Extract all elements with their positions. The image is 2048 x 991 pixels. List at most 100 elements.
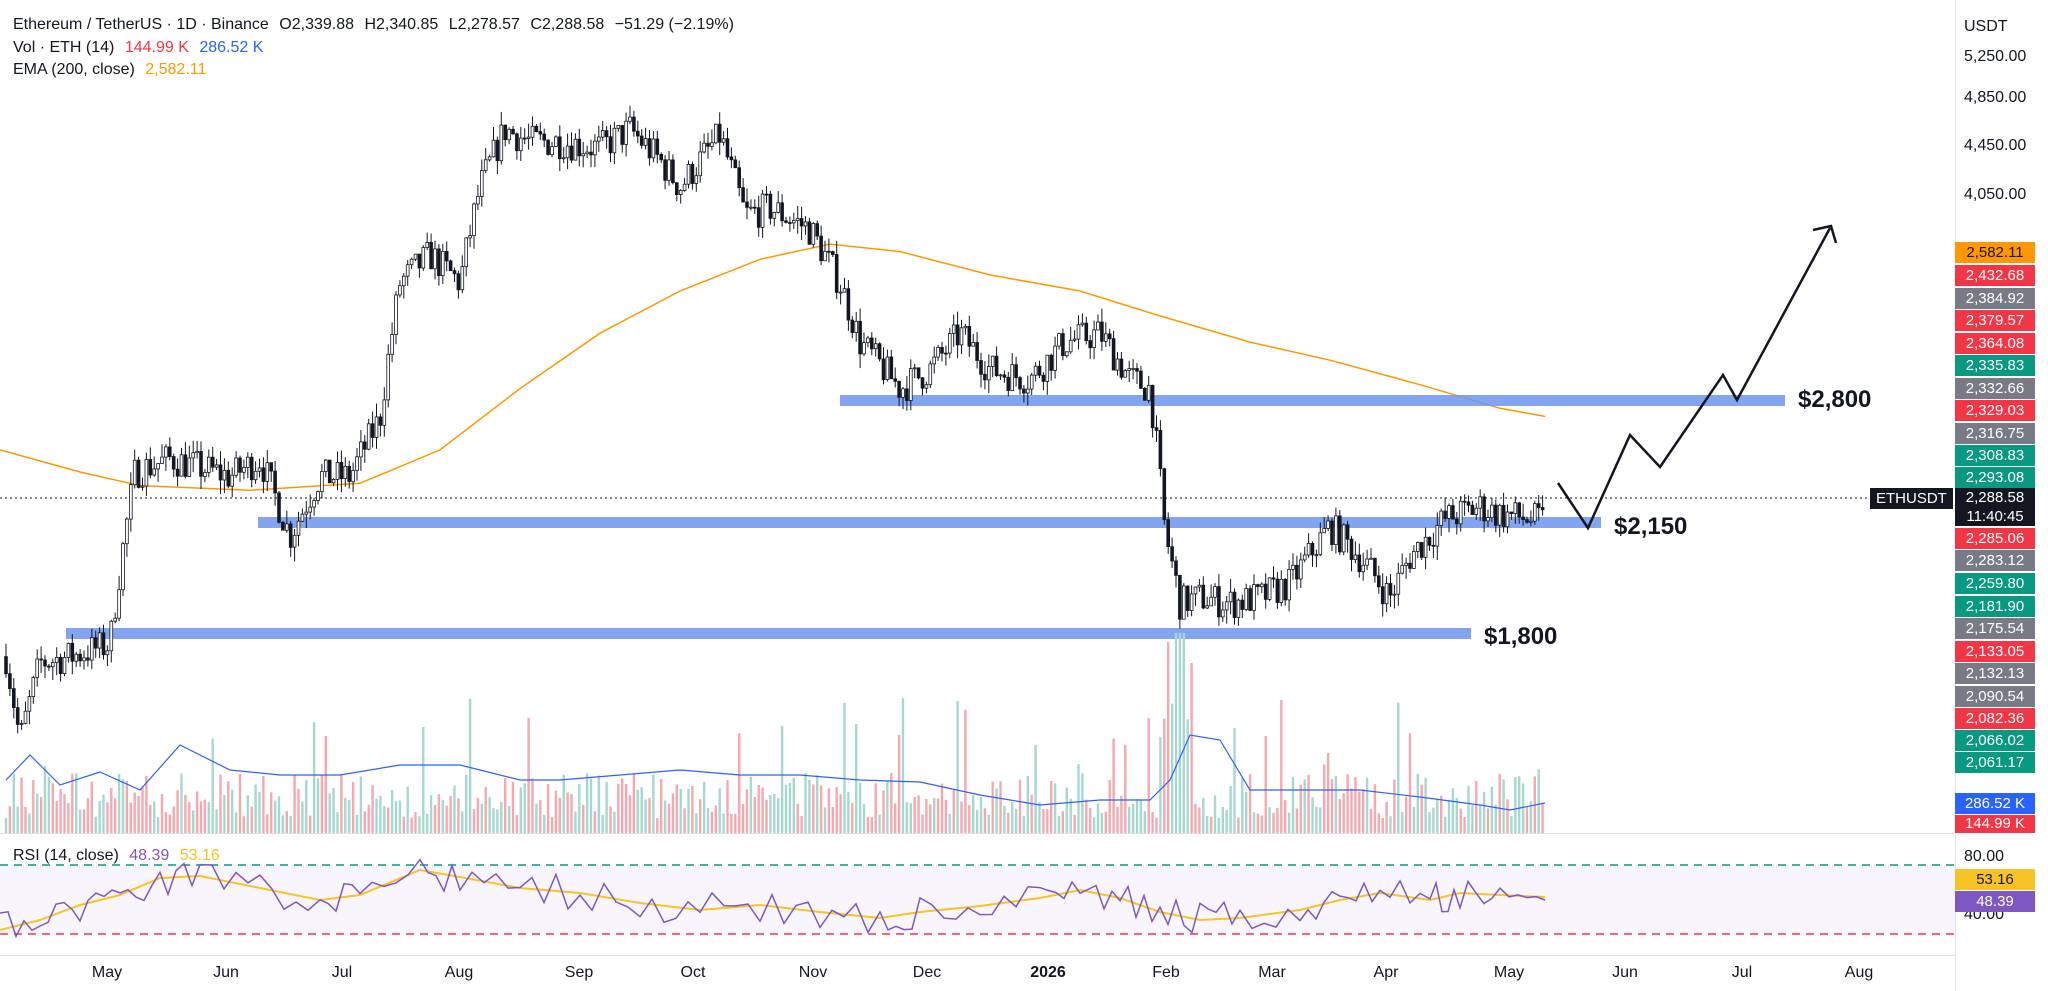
- volume-bar: [1467, 785, 1470, 833]
- price-tick: 4,050.00: [1964, 186, 2027, 203]
- volume-bar: [71, 773, 74, 833]
- volume-bar: [835, 787, 838, 833]
- candle: [1205, 605, 1210, 609]
- volume-bar: [121, 779, 125, 833]
- candle: [1349, 538, 1354, 560]
- candle: [74, 653, 79, 662]
- candle: [331, 478, 336, 484]
- candle: [612, 127, 617, 154]
- volume-bar: [1521, 783, 1525, 833]
- volume-value: 144.99 K: [124, 39, 189, 56]
- price-tick: 5,250.00: [1964, 48, 2027, 65]
- volume-bar: [1206, 816, 1209, 833]
- candle: [257, 467, 262, 472]
- volume-bar: [1077, 764, 1080, 833]
- candle: [803, 221, 808, 227]
- rsi-legend[interactable]: RSI (14, close) 48.39 53.16: [13, 847, 226, 865]
- volume-bar: [1124, 744, 1127, 833]
- candle: [753, 206, 757, 209]
- candle: [979, 360, 983, 375]
- month-tick: Nov: [798, 964, 828, 981]
- volume-bar: [1404, 796, 1408, 833]
- volume-bar: [1143, 811, 1146, 833]
- candle: [846, 288, 851, 321]
- volume-bar: [32, 780, 35, 833]
- volume-bar: [192, 810, 195, 833]
- candle: [452, 270, 457, 275]
- candle: [569, 145, 574, 161]
- candle: [522, 137, 527, 140]
- candle: [413, 253, 418, 260]
- candle: [1501, 504, 1506, 527]
- volume-bar: [1233, 728, 1236, 833]
- candle: [624, 120, 628, 145]
- candle: [1497, 504, 1502, 526]
- candle: [792, 219, 796, 224]
- candle: [113, 617, 118, 622]
- candle: [1248, 588, 1252, 611]
- volume-bar: [1498, 773, 1501, 833]
- volume-bar: [320, 774, 324, 833]
- candle: [1252, 584, 1256, 611]
- price-label: 2,259.80: [1955, 573, 2035, 594]
- volume-bar: [539, 800, 542, 833]
- candle: [546, 139, 550, 155]
- month-tick: Jun: [213, 964, 239, 981]
- axis-currency[interactable]: USDT: [1964, 18, 2008, 35]
- volume-bar: [254, 784, 257, 833]
- volume-bar: [1494, 804, 1497, 833]
- volume-bar: [465, 774, 468, 833]
- volume-bar: [422, 727, 425, 833]
- volume-bar: [878, 814, 881, 833]
- candle: [593, 140, 597, 156]
- ema-legend[interactable]: EMA (200, close) 2,582.11: [13, 61, 212, 79]
- volume-bar: [663, 800, 667, 833]
- symbol-title[interactable]: Ethereum / TetherUS · 1D · Binance: [13, 16, 269, 33]
- month-tick: 2026: [1030, 964, 1066, 981]
- candle: [608, 136, 613, 154]
- candle: [928, 363, 933, 386]
- candle: [370, 423, 375, 438]
- candle: [1088, 340, 1093, 349]
- volume-legend[interactable]: Vol · ETH (14) 144.99 K 286.52 K: [13, 39, 269, 57]
- volume-bar: [1128, 806, 1131, 833]
- volume-bar: [987, 814, 990, 833]
- volume-bar: [472, 809, 476, 833]
- zone-2800: [840, 395, 1785, 406]
- volume-bar: [975, 809, 979, 833]
- volume-bar: [355, 814, 359, 833]
- candle: [827, 250, 831, 253]
- candle: [1295, 564, 1299, 580]
- candle: [998, 374, 1003, 377]
- volume-bar: [1151, 812, 1154, 833]
- candle: [784, 220, 788, 223]
- candle: [1338, 515, 1342, 553]
- candle: [1540, 507, 1545, 511]
- candle: [206, 456, 211, 473]
- volume-bar: [1385, 801, 1388, 833]
- candle: [1310, 543, 1315, 556]
- candle: [35, 658, 39, 678]
- volume-bar: [262, 775, 265, 833]
- rsi-line: [0, 858, 1546, 939]
- price-label: 2,432.68: [1955, 265, 2035, 286]
- candle: [1143, 387, 1147, 401]
- volume-bar: [289, 815, 292, 833]
- volume-bar: [1541, 802, 1544, 833]
- volume-bar: [894, 803, 897, 833]
- volume-bar: [656, 818, 659, 833]
- volume-bar: [39, 797, 43, 833]
- candle: [799, 218, 804, 227]
- candle: [1482, 496, 1486, 522]
- volume-bar: [156, 817, 160, 833]
- volume-bar: [640, 787, 643, 833]
- volume-bar: [1338, 799, 1341, 833]
- volume-pane-separator: [0, 833, 1955, 834]
- candle: [86, 657, 90, 661]
- candle: [866, 337, 870, 343]
- volume-bar: [316, 778, 320, 833]
- candle: [1334, 515, 1338, 546]
- candle: [912, 367, 917, 370]
- candle: [663, 159, 667, 181]
